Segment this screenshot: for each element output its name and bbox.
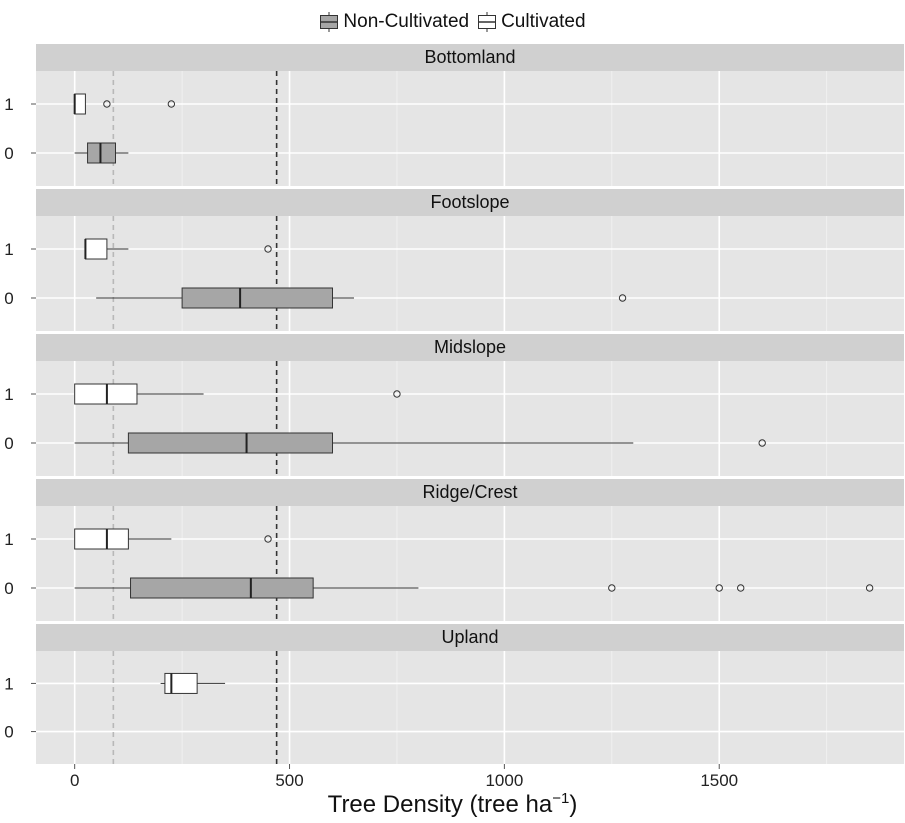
panel-strip-title: Ridge/Crest: [422, 482, 517, 502]
outlier-point: [264, 245, 272, 253]
panel-strip: [36, 479, 904, 506]
legend: Non-Cultivated Cultivated: [0, 8, 905, 36]
outlier-point: [393, 390, 401, 398]
outlier-point: [608, 584, 616, 592]
panel-strip-title: Upland: [441, 627, 498, 647]
box-body: [84, 238, 108, 260]
y-tick-label: 1: [4, 530, 13, 549]
box-body: [127, 432, 333, 454]
outlier-point: [264, 535, 272, 543]
legend-label-non-cultivated: Non-Cultivated: [343, 11, 470, 32]
box-cultivated: [74, 383, 401, 405]
y-tick-label: 1: [4, 674, 13, 693]
y-tick-label: 1: [4, 385, 13, 404]
box-non-cultivated: [74, 432, 766, 454]
panel-strip-title: Midslope: [434, 337, 506, 357]
box-body: [74, 93, 86, 115]
outlier-point: [103, 100, 111, 108]
panel-background: [36, 361, 904, 476]
x-axis-label: Tree Density (tree ha−1): [0, 791, 905, 819]
x-tick-label: 0: [70, 771, 79, 790]
box-body: [164, 672, 198, 694]
box-body: [87, 142, 116, 164]
legend-key-non-cultivated-icon: [320, 12, 339, 32]
box-cultivated: [84, 238, 272, 260]
y-tick-label: 0: [4, 289, 13, 308]
panel-footslope: Footslope 0 1: [4, 189, 904, 331]
outlier-point: [618, 294, 627, 302]
box-non-cultivated: [74, 577, 874, 599]
x-tick-label: 500: [275, 771, 303, 790]
panel-bottomland: Bottomland 0 1: [4, 44, 904, 186]
x-axis-label-close: ): [569, 791, 578, 818]
panel-strip: [36, 624, 904, 651]
panel-strip-title: Footslope: [430, 192, 509, 212]
box-body: [74, 528, 129, 550]
outlier-point: [737, 584, 745, 592]
panel-strip-title: Bottomland: [424, 47, 515, 67]
y-tick-label: 1: [4, 240, 13, 259]
y-tick-label: 0: [4, 434, 13, 453]
box-cultivated: [73, 93, 176, 115]
box-body: [130, 577, 314, 599]
box-non-cultivated: [74, 142, 129, 164]
panel-strip: [36, 334, 904, 361]
legend-item-cultivated: Cultivated: [477, 11, 586, 33]
x-axis-label-main: Tree Density (tree ha: [327, 791, 553, 818]
y-tick-label: 0: [4, 579, 13, 598]
legend-label-cultivated: Cultivated: [501, 11, 586, 32]
panel-midslope: Midslope 0 1: [4, 334, 904, 476]
y-tick-label: 0: [4, 723, 13, 742]
y-tick-label: 0: [4, 144, 13, 163]
panel-strip: [36, 189, 904, 216]
legend-item-non-cultivated: Non-Cultivated: [319, 11, 469, 33]
y-tick-label: 1: [4, 95, 13, 114]
panel-background: [36, 71, 904, 186]
x-axis-label-sup: −1: [552, 790, 570, 807]
box-body: [74, 383, 138, 405]
x-tick-label: 1500: [700, 771, 738, 790]
panel-upland: Upland 0 1: [4, 624, 904, 764]
legend-key-cultivated-icon: [478, 12, 497, 32]
panel-background: [36, 651, 904, 764]
panel-background: [36, 216, 904, 331]
x-tick-label: 1000: [485, 771, 523, 790]
panel-strip: [36, 44, 904, 71]
box-cultivated: [74, 528, 272, 550]
outlier-point: [758, 439, 766, 447]
panel-background: [36, 506, 904, 621]
outlier-point: [865, 584, 874, 592]
outlier-point: [715, 584, 723, 592]
box-body: [181, 287, 333, 309]
box-non-cultivated: [96, 287, 627, 309]
outlier-point: [167, 100, 176, 108]
panel-ridge-crest: Ridge/Crest 0 1: [4, 479, 904, 621]
box-cultivated: [160, 672, 226, 694]
